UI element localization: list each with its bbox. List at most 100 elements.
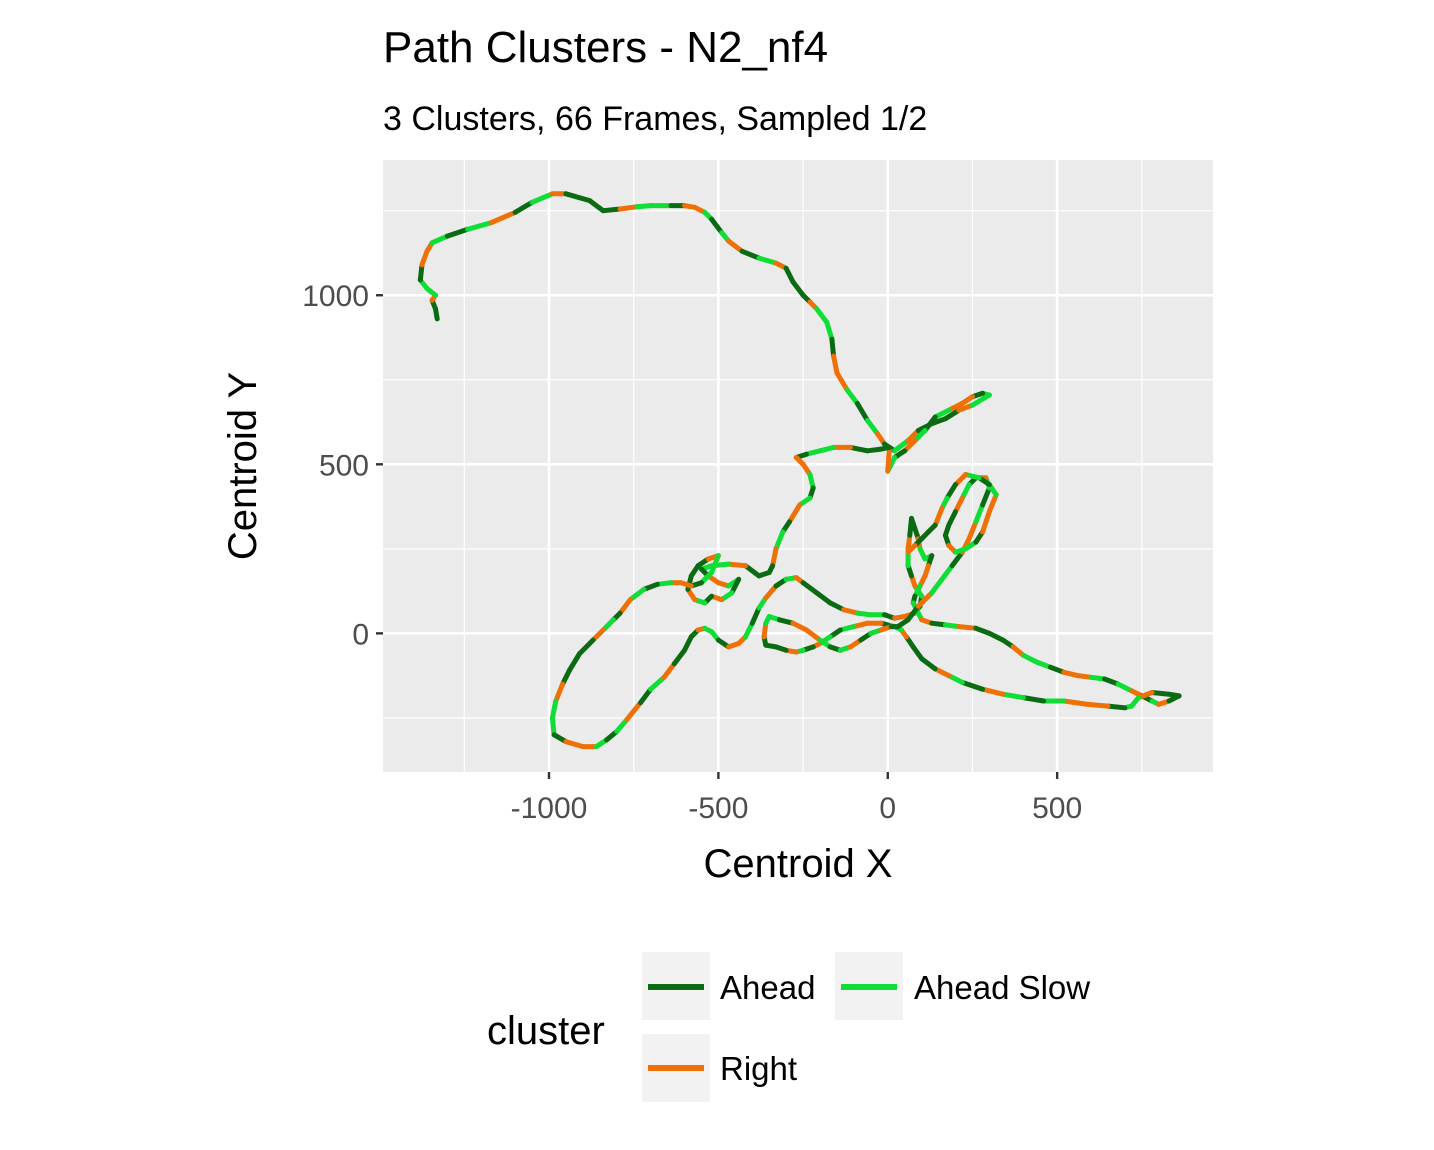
path-segment-ahead [638, 686, 654, 706]
path-segment-ahead [986, 630, 1006, 643]
path-segment-right [946, 400, 965, 413]
path-segment-right [661, 661, 677, 680]
x-tick-label: 500 [1032, 792, 1082, 825]
path-segment-ahead [944, 482, 958, 501]
path-segment-ahead [1105, 703, 1128, 711]
path-segment-ahead-slow [844, 387, 860, 406]
path-segment-right [617, 597, 633, 616]
path-segment-ahead [563, 191, 593, 204]
x-axis-label: Centroid X [704, 842, 893, 886]
x-tick-label: 0 [879, 792, 896, 825]
path-segment-right [986, 492, 999, 515]
path-segment-ahead-slow [824, 319, 835, 342]
legend-item-ahead-slow: Ahead Slow [835, 952, 1090, 1020]
y-axis: 0 500 1000 [302, 280, 383, 651]
legend-label-ahead-slow: Ahead Slow [914, 969, 1090, 1006]
path-segment-right [905, 543, 918, 555]
path-segment-right [563, 739, 586, 750]
legend-item-ahead: Ahead [642, 952, 815, 1020]
path-segment-right [790, 620, 809, 633]
y-tick-label: 500 [319, 449, 369, 482]
path-segment-ahead [946, 509, 958, 528]
path-segment-right [726, 561, 748, 569]
path-segment-right [932, 666, 952, 679]
chart-subtitle: 3 Clusters, 66 Frames, Sampled 1/2 [383, 100, 927, 138]
path-segment-ahead-slow [864, 417, 881, 437]
path-segment-ahead [566, 651, 582, 674]
path-segment-ahead [814, 590, 833, 606]
path-segment-right [932, 505, 945, 528]
path-segment-ahead [905, 603, 921, 623]
plot-panel [383, 160, 1213, 772]
path-segment-ahead [444, 226, 471, 239]
path-segment-ahead [854, 400, 870, 423]
path-segment-ahead-slow [892, 438, 911, 454]
path-segment-ahead-slow [1115, 681, 1135, 694]
path-segment-ahead-slow [743, 620, 755, 640]
path-segment-ahead [577, 637, 596, 657]
path-segment-ahead [980, 485, 992, 508]
path-segment-ahead [959, 679, 986, 692]
x-tick-label: -1000 [511, 792, 588, 825]
y-tick-label: 0 [352, 618, 369, 651]
path-segment-ahead-slow [946, 673, 965, 685]
path-segment-ahead [709, 216, 725, 236]
path-segment-right [787, 502, 803, 525]
path-segment-ahead [743, 563, 762, 579]
path-segment-ahead-slow [549, 715, 557, 738]
path-segment-right [966, 519, 979, 542]
path-segment-ahead-slow [648, 674, 667, 692]
path-segment-ahead [919, 656, 938, 672]
path-segment-ahead-slow [429, 233, 450, 246]
path-segment-ahead [671, 647, 687, 667]
path-segment-ahead-slow [929, 576, 945, 596]
path-segment-ahead [512, 199, 535, 215]
legend-title: cluster [487, 1009, 605, 1053]
path-segment-right [885, 444, 892, 474]
path-segment-ahead-slow [939, 563, 955, 582]
path-segment-ahead [587, 198, 606, 214]
path-segment-ahead [783, 265, 796, 285]
path-segment-right [1061, 698, 1091, 707]
path-segment-ahead [922, 414, 938, 433]
y-axis-label: Centroid Y [221, 372, 265, 560]
x-axis: -1000 -500 0 500 [511, 772, 1082, 825]
legend-item-right: Right [642, 1034, 797, 1102]
path-segment-ahead-slow [627, 586, 647, 603]
path-segment-right [553, 681, 566, 704]
path-segment-ahead-slow [973, 502, 986, 525]
path-segment-ahead [682, 634, 694, 653]
path-segment-right [980, 686, 1006, 697]
path-segment-right [831, 353, 840, 376]
x-tick-label: -500 [688, 792, 748, 825]
path-segment-right [617, 204, 640, 212]
path-segment-ahead [790, 279, 806, 298]
path-segment-ahead-slow [756, 255, 779, 266]
path-segment-ahead [560, 668, 572, 687]
path-segment-ahead-slow [1000, 691, 1026, 701]
path-segment-ahead-slow [932, 407, 952, 420]
path-series [417, 191, 1182, 750]
path-segment-ahead [729, 576, 742, 596]
path-segment-ahead-slow [773, 529, 786, 552]
y-tick-label: 1000 [302, 280, 369, 313]
path-segment-ahead [949, 549, 965, 569]
path-segment-right [915, 590, 935, 609]
path-segment-ahead [942, 407, 962, 422]
path-segment-ahead-slow [549, 698, 559, 721]
path-segment-ahead-slow [1020, 652, 1040, 665]
path-segment-ahead-slow [529, 191, 555, 205]
path-segment-ahead [848, 444, 870, 454]
path-segment-right [980, 509, 992, 535]
path-segment-ahead-slow [959, 482, 972, 501]
path-segment-ahead [829, 336, 837, 359]
path-segment-ahead [1149, 690, 1172, 697]
path-segment-ahead-slow [814, 306, 830, 325]
legend-label-ahead: Ahead [720, 969, 815, 1006]
path-segment-ahead-slow [709, 553, 721, 575]
path-segment-right [804, 627, 823, 643]
path-segment-right [624, 700, 643, 723]
path-segment-right [488, 209, 518, 226]
chart-title: Path Clusters - N2_nf4 [383, 23, 828, 72]
